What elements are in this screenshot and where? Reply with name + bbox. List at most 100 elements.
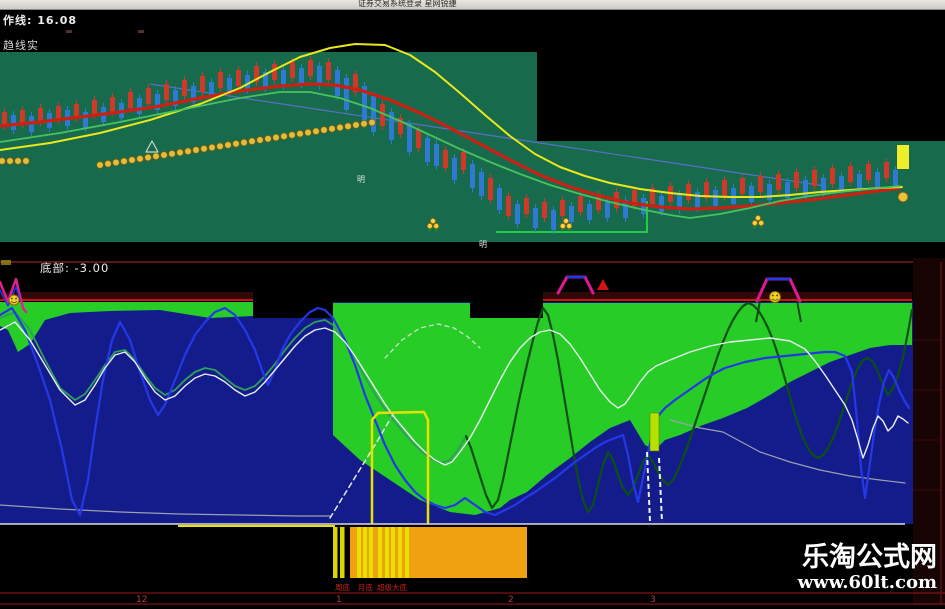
volume-bar <box>385 527 389 578</box>
candle <box>812 170 817 186</box>
sar-dots-left <box>22 157 30 165</box>
volume-bar <box>363 527 367 578</box>
clover-stem-icon <box>428 225 438 232</box>
indicator-tag <box>1 260 11 265</box>
sar-dots-main <box>232 139 240 148</box>
candle <box>830 168 835 184</box>
bottom-indicator-label: 底部: -3.00 <box>40 261 110 275</box>
candle <box>713 190 718 206</box>
indicator-white-line <box>0 321 909 466</box>
candle <box>308 60 313 76</box>
signal-text: 周底 <box>335 582 350 592</box>
candle <box>290 62 295 78</box>
candle <box>488 178 493 200</box>
tick-mark <box>138 30 144 33</box>
candle <box>470 164 475 188</box>
candle <box>371 96 376 132</box>
green-area-main <box>333 303 912 515</box>
candle <box>182 80 187 96</box>
gray-line <box>0 504 331 517</box>
candle <box>38 108 43 122</box>
candle <box>236 70 241 86</box>
gray-line <box>669 419 906 484</box>
main-chart-panel[interactable] <box>0 9 945 262</box>
m-zigzag-magenta <box>0 277 28 314</box>
chart-annotation: 明 <box>479 240 487 249</box>
sar-dots-main <box>264 134 272 143</box>
candle <box>200 76 205 92</box>
volume-bar <box>340 527 345 578</box>
sar-dots-main <box>200 144 208 153</box>
sar-dots-main <box>272 133 280 142</box>
sar-dots-main <box>152 152 160 161</box>
watermark-site-name: 乐淘公式网 <box>802 542 937 573</box>
sar-dots-main <box>208 143 216 152</box>
candle <box>749 186 754 202</box>
axis-label: 1 <box>336 595 342 605</box>
candle <box>335 70 340 96</box>
candle <box>209 82 214 98</box>
chart-annotation: 明 <box>357 175 365 184</box>
candle <box>533 208 538 228</box>
sar-dots-main <box>320 126 328 134</box>
candle <box>434 144 439 166</box>
candle <box>191 86 196 102</box>
candle <box>128 92 133 108</box>
window-title: 证券交易系统登录 星网锐捷 <box>358 0 457 8</box>
candle <box>578 196 583 212</box>
clover-icon <box>433 222 440 229</box>
candle <box>425 138 430 162</box>
candle <box>20 110 25 124</box>
candle <box>875 172 880 188</box>
volume-bar <box>357 527 361 578</box>
candle <box>74 104 79 118</box>
black-gap <box>253 292 333 318</box>
candle <box>704 182 709 198</box>
candle <box>227 78 232 94</box>
clover-icon <box>566 222 573 229</box>
sar-dots-main <box>136 154 144 163</box>
candle <box>416 130 421 148</box>
candle <box>353 74 358 92</box>
candle <box>524 198 529 214</box>
indicator-darkgreen-line <box>464 301 914 514</box>
candle <box>299 68 304 84</box>
candle <box>362 86 367 124</box>
candle <box>695 192 700 208</box>
volume-bar <box>378 527 382 578</box>
smiley-eye <box>11 297 13 300</box>
gold-ball-icon <box>897 191 909 203</box>
candle <box>776 174 781 190</box>
tick-mark <box>66 30 72 33</box>
sar-dots-main <box>360 119 368 128</box>
red-triangle-icon <box>597 279 609 290</box>
sar-dots-main <box>304 128 312 137</box>
candle <box>587 204 592 220</box>
candle <box>848 166 853 182</box>
candle <box>92 100 97 115</box>
sar-dots-left <box>6 157 14 165</box>
title-bar[interactable]: 证券交易系统登录 星网锐捷 <box>0 0 945 10</box>
candle <box>218 72 223 88</box>
volume-bar <box>333 527 338 578</box>
sar-dots-main <box>288 131 296 139</box>
candle <box>686 184 691 200</box>
green-area-left <box>0 302 253 352</box>
triangle-icon <box>145 140 159 153</box>
clover-icon <box>751 219 758 226</box>
candle <box>2 112 7 126</box>
signal-text: 超级大底 <box>377 582 407 592</box>
candle <box>164 84 169 100</box>
yellow-box <box>370 410 430 525</box>
candle <box>515 204 520 224</box>
sar-dots-main <box>184 147 192 156</box>
candle <box>443 150 448 168</box>
candle <box>677 194 682 210</box>
candle <box>722 180 727 196</box>
sar-dots-main <box>192 146 200 154</box>
signal-text: 月底 <box>358 582 373 592</box>
candle <box>317 66 322 86</box>
candle <box>326 62 331 80</box>
clover-icon <box>755 214 762 221</box>
